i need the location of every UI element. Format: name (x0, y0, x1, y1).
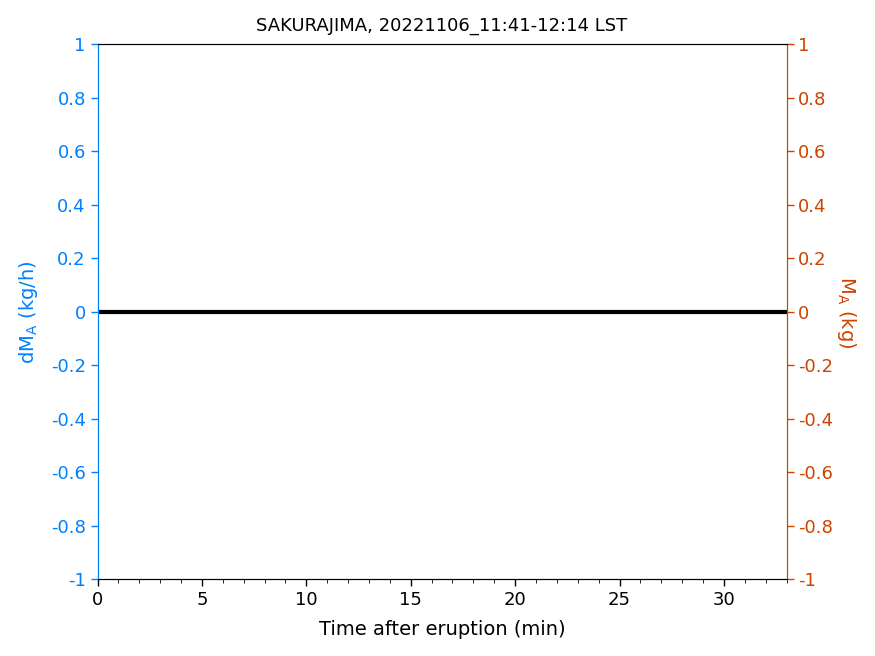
Y-axis label: dM$_\mathregular{A}$ (kg/h): dM$_\mathregular{A}$ (kg/h) (17, 260, 39, 363)
Y-axis label: M$_\mathregular{A}$ (kg): M$_\mathregular{A}$ (kg) (836, 276, 858, 348)
X-axis label: Time after eruption (min): Time after eruption (min) (318, 621, 565, 640)
Title: SAKURAJIMA, 20221106_11:41-12:14 LST: SAKURAJIMA, 20221106_11:41-12:14 LST (256, 16, 627, 35)
